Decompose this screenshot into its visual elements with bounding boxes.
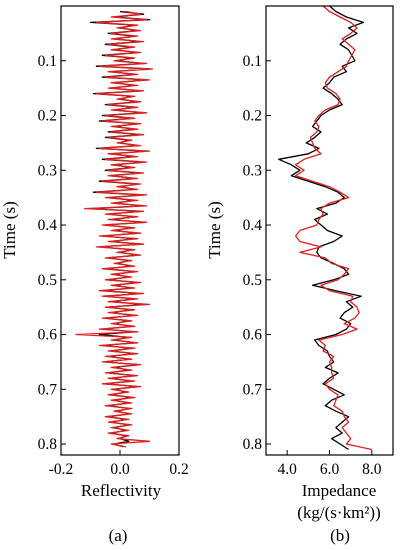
- panel-a-traces: [75, 10, 154, 448]
- panel-a-x-tick-label: 0.0: [110, 461, 130, 478]
- panel-b-traces: [278, 5, 372, 451]
- panel-a-y-tick-label: 0.4: [38, 217, 58, 234]
- panel-a-ticks: 0.1 0.2 0.3 0.4 0.5 0.6 0.7 0.8 -0.2 0.0 0.2: [38, 53, 189, 478]
- panel-a-y-tick-label: 0.5: [38, 272, 58, 289]
- panel-b-x-tick-label: 8.0: [362, 461, 382, 478]
- panel-a-x-tick-label: -0.2: [49, 461, 74, 478]
- panel-b-y-tick-label: 0.8: [243, 436, 263, 453]
- panel-b-y-tick-label: 0.3: [243, 162, 263, 179]
- panel-a-y-tick-label: 0.6: [38, 327, 58, 344]
- panel-a: 0.1 0.2 0.3 0.4 0.5 0.6 0.7 0.8 -0.2 0.0 0.2 Time …: [0, 5, 189, 545]
- panel-b-x-axis-label: Impedance: [302, 481, 377, 500]
- panel-b-y-tick-label: 0.4: [243, 217, 263, 234]
- panel-b-trace-black: [278, 5, 365, 451]
- panel-a-y-tick-label: 0.3: [38, 162, 58, 179]
- panel-b-ticks: 0.1 0.2 0.3 0.4 0.5 0.6 0.7 0.8 4.0 6.0 8.0: [243, 53, 382, 478]
- panel-b-y-tick-label: 0.7: [243, 381, 263, 398]
- panel-a-y-tick-label: 0.2: [38, 108, 57, 125]
- panel-a-x-tick-label: 0.2: [169, 461, 188, 478]
- panel-b-x-axis-unit: (kg/(s·km²)): [297, 503, 380, 522]
- panel-b-y-tick-label: 0.6: [243, 327, 263, 344]
- panel-a-y-tick-label: 0.1: [38, 53, 57, 70]
- panel-b-y-tick-label: 0.5: [243, 272, 263, 289]
- panel-a-y-axis-label: Time (s): [0, 201, 19, 258]
- panel-b-trace-red: [294, 5, 372, 451]
- panel-a-label: (a): [109, 526, 128, 545]
- panel-b-label: (b): [330, 526, 350, 545]
- panel-b: 0.1 0.2 0.3 0.4 0.5 0.6 0.7 0.8 4.0 6.0 8.0 Time (…: [205, 5, 394, 545]
- panel-b-y-axis-label: Time (s): [205, 201, 224, 258]
- panel-a-x-axis-label: Reflectivity: [81, 481, 162, 500]
- panel-a-y-tick-label: 0.7: [38, 381, 58, 398]
- panel-b-y-tick-label: 0.1: [243, 53, 262, 70]
- panel-b-x-tick-label: 4.0: [277, 461, 297, 478]
- panel-b-y-tick-label: 0.2: [243, 108, 262, 125]
- panel-a-trace-red: [75, 10, 154, 448]
- panel-b-x-tick-label: 6.0: [320, 461, 340, 478]
- panel-a-y-tick-label: 0.8: [38, 436, 58, 453]
